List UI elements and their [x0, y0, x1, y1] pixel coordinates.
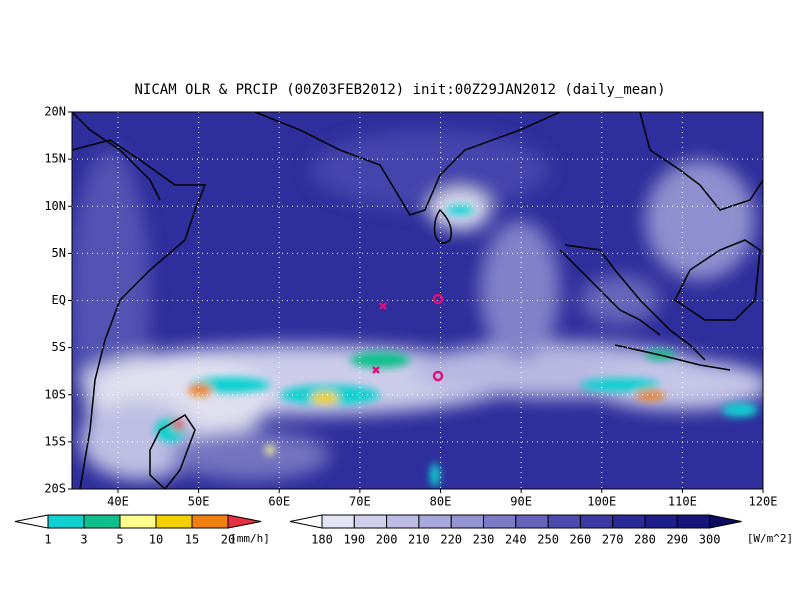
colorbar-box: [155, 514, 193, 529]
colorbar-label: 300: [699, 533, 721, 547]
markers: [372, 293, 444, 382]
colorbar-label: 280: [634, 533, 656, 547]
colorbar-box: [386, 514, 420, 529]
lat-label: 10S: [44, 387, 66, 401]
lat-label: 15S: [44, 434, 66, 448]
colorbar-arrow: [227, 514, 262, 529]
colorbar-label: 230: [473, 533, 495, 547]
lon-label: 60E: [268, 495, 290, 509]
colorbar-box: [321, 514, 355, 529]
lon-label: 120E: [749, 495, 778, 509]
colorbar-unit: [mm/h]: [230, 532, 270, 545]
colorbar-label: 5: [116, 533, 123, 547]
colorbar-label: 200: [376, 533, 398, 547]
lat-label: 10N: [44, 199, 66, 213]
lat-label: 15N: [44, 152, 66, 166]
colorbar-box: [612, 514, 646, 529]
colorbar-label: 210: [408, 533, 430, 547]
colorbar-label: 10: [149, 533, 163, 547]
colorbar-label: 260: [570, 533, 592, 547]
lat-label: 20N: [44, 105, 66, 119]
colorbar-box: [47, 514, 85, 529]
colorbar-label: 270: [602, 533, 624, 547]
colorbar-box: [450, 514, 485, 529]
lon-label: 90E: [510, 495, 532, 509]
colorbar-label: 190: [343, 533, 365, 547]
colorbar-box: [644, 514, 678, 529]
colorbar-label: 250: [537, 533, 559, 547]
colorbar-box: [547, 514, 581, 529]
colorbar-label: 3: [80, 533, 87, 547]
colorbar-label: 240: [505, 533, 527, 547]
lat-label: 5S: [52, 340, 66, 354]
lon-label: 110E: [668, 495, 697, 509]
colorbar-box: [418, 514, 452, 529]
olr-field: [72, 130, 763, 480]
colorbar-arrow: [289, 514, 323, 529]
lat-label: 20S: [44, 482, 66, 496]
lon-label: 80E: [430, 495, 452, 509]
colorbar-box: [119, 514, 157, 529]
colorbar-label: 1: [44, 533, 51, 547]
colorbar-box: [83, 514, 121, 529]
grid: [72, 112, 763, 489]
lon-label: 40E: [107, 495, 129, 509]
colorbar-box: [483, 514, 517, 529]
colorbar-box: [353, 514, 388, 529]
map-area: [72, 112, 763, 489]
lon-label: 50E: [188, 495, 210, 509]
colorbar-box: [191, 514, 229, 529]
coastlines: [72, 112, 763, 489]
lon-label: 70E: [349, 495, 371, 509]
map-title: NICAM OLR & PRCIP (00Z03FEB2012) init:00…: [134, 82, 665, 98]
colorbar-arrow: [14, 514, 49, 529]
lon-label: 100E: [587, 495, 616, 509]
lat-label: 5N: [52, 246, 66, 260]
colorbar-label: 220: [440, 533, 462, 547]
colorbar-arrow: [709, 514, 742, 529]
lat-label: EQ: [52, 293, 66, 307]
colorbar-label: 290: [666, 533, 688, 547]
colorbar-label: 20: [221, 533, 235, 547]
colorbar-box: [676, 514, 711, 529]
colorbar-box: [579, 514, 614, 529]
colorbar-box: [515, 514, 549, 529]
colorbars: 1 3 5 10 15 20[mm/h] 180 190 200 210 220 230 240 250 2…: [14, 514, 793, 547]
colorbar-label: 180: [311, 533, 333, 547]
colorbar-unit: [W/m^2]: [747, 532, 793, 545]
colorbar-label: 15: [185, 533, 199, 547]
